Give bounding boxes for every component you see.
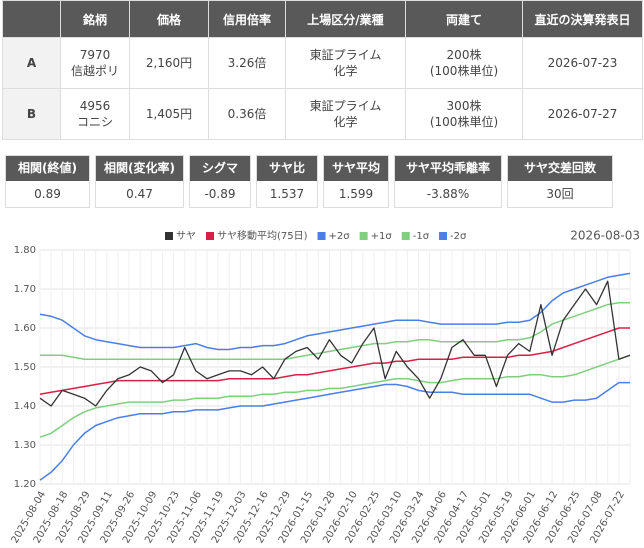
legend-swatch [401,232,410,240]
cell: 東証プライム 化学 [285,37,406,89]
legend-label: +2σ [329,231,351,242]
cell: 200株 (100株単位) [405,37,523,89]
y-tick-label: 1.40 [14,401,36,412]
y-tick-label: 1.60 [14,323,36,334]
header-cell: 両建て [405,0,523,38]
cell-line: 化学 [333,64,358,78]
stat-box: 相関(変化率) 0.47 [95,155,184,208]
series-line [39,280,631,407]
stat-box: 相関(終値) 0.89 [5,155,90,208]
cell-line: (100株単位) [429,64,499,78]
cell-line: (100株単位) [429,115,499,129]
legend-swatch [439,232,448,240]
header-cell: 銘柄 [60,0,130,38]
cell-line: 信越ポリ [70,64,119,78]
chart-date: 2026-08-03 [570,229,640,243]
legend-label: サヤ移動平均(75日) [217,229,308,242]
cell-line: 200株 [446,48,482,62]
header-cell: 価格 [129,0,209,38]
y-tick-label: 1.50 [14,362,36,373]
cell: 3.26倍 [208,37,286,89]
stat-label: 相関(終値) [6,156,89,181]
stat-value: 1.537 [269,187,305,201]
legend-swatch [317,232,326,240]
stat-box: サヤ比 1.537 [256,155,318,208]
cell-line: 東証プライム [309,99,382,113]
y-tick-label: 1.20 [14,479,36,490]
series-line [39,354,631,438]
legend-label: +1σ [371,231,393,242]
stat-value: 0.47 [126,187,153,201]
y-tick-label: 1.80 [14,245,36,256]
stat-value: 30回 [546,187,574,201]
cell: 2,160円 [129,37,209,89]
y-tick-label: 1.30 [14,440,36,451]
cell-line: 300株 [446,99,482,113]
series-line [39,381,630,481]
stat-box: サヤ平均 1.599 [323,155,389,208]
legend-swatch [206,232,214,240]
row: A 7970 信越ポリ 2,160円 3.26倍 東証プライム 化学 200株 (100株単位)… [2,37,643,89]
cell-line: コニシ [76,115,113,129]
header-row: 銘柄 価格 信用倍率 上場区分/業種 両建て 直近の決算発表日 [2,0,643,38]
chart: 2026-08-03 1.201.301.401.501.601.701.802… [10,229,640,546]
stat-box: サヤ交差回数 30回 [507,155,613,208]
cell: 7970 信越ポリ [60,37,130,89]
legend-swatch [359,232,368,240]
legend-label: サヤ [176,230,196,242]
row: B 4956 コニシ 1,405円 0.36倍 東証プライム 化学 300株 (100株単位) 2… [2,88,643,140]
cell: 2026-07-27 [522,88,643,140]
cell: 2026-07-23 [522,37,643,89]
cell: 0.36倍 [208,88,286,140]
row-label: A [2,37,61,89]
cell-line: 4956 [79,99,111,113]
stats: 相関(終値) 0.89 相関(変化率) 0.47 シグマ -0.89 サヤ比 1.537 サヤ平… [5,155,613,208]
cell-line: 東証プライム [309,48,382,62]
row-label: B [2,88,61,140]
cell: 東証プライム 化学 [285,88,406,140]
series-line [39,327,630,396]
cell: 1,405円 [129,88,209,140]
cell: 300株 (100株単位) [405,88,523,140]
stat-label: サヤ比 [257,156,317,181]
stat-value: -0.89 [204,187,236,201]
stat-label: サヤ平均乖離率 [395,156,501,181]
cell: 4956 コニシ [60,88,130,140]
stat-label: 相関(変化率) [96,156,183,181]
legend-label: -1σ [413,231,430,242]
y-tick-label: 1.70 [14,284,36,295]
stat-label: サヤ交差回数 [508,156,612,181]
cell-line: 7970 [79,48,111,62]
legend-swatch [165,232,173,240]
header-cell: 直近の決算発表日 [522,0,643,38]
cell-line: 化学 [333,115,358,129]
stat-value: -3.88% [426,187,470,201]
stat-label: サヤ平均 [324,156,388,181]
stat-box: シグマ -0.89 [189,155,251,208]
header-cell: 信用倍率 [208,0,286,38]
header-cell: 上場区分/業種 [285,0,406,38]
stat-value: 1.599 [338,187,374,201]
stat-box: サヤ平均乖離率 -3.88% [394,155,502,208]
legend-label: -2σ [450,231,467,242]
pair-table: 銘柄 価格 信用倍率 上場区分/業種 両建て 直近の決算発表日 A 7970 信越ポリ 2,160… [2,0,643,140]
stat-label: シグマ [190,156,250,181]
stat-value: 0.89 [34,187,61,201]
corner [2,0,61,38]
series-line [39,272,631,351]
series-line [40,301,630,360]
